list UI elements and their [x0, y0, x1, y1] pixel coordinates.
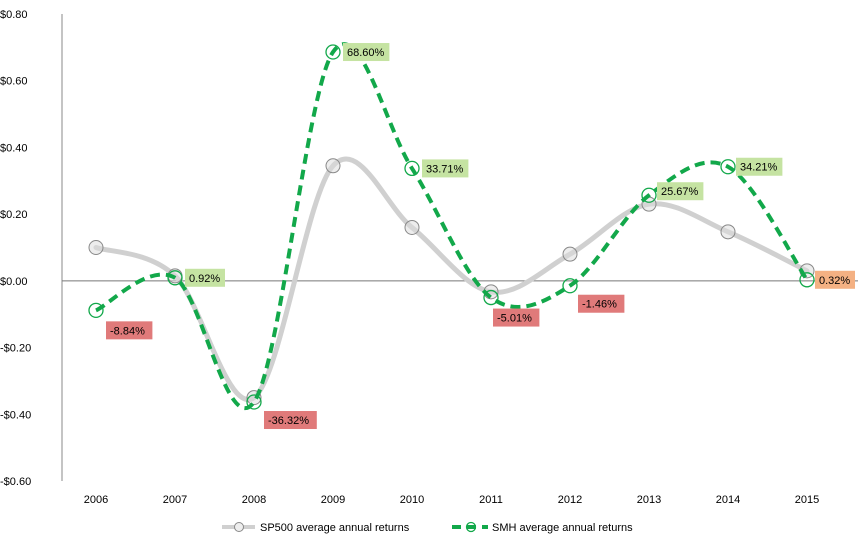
y-tick-label: -$0.40 — [0, 409, 31, 421]
x-tick-label: 2015 — [795, 494, 819, 506]
data-label: -5.01% — [493, 308, 540, 327]
y-tick-label: $0.20 — [0, 209, 28, 221]
x-tick-label: 2009 — [321, 494, 345, 506]
data-label-bg — [736, 157, 783, 176]
y-tick-label: $0.80 — [0, 9, 28, 21]
x-tick-label: 2013 — [637, 494, 661, 506]
smh-marker — [562, 278, 578, 294]
smh-marker — [641, 187, 657, 203]
data-label: 0.32% — [815, 270, 855, 289]
smh-marker — [88, 302, 104, 318]
data-label-bg — [657, 182, 704, 201]
smh-marker — [325, 44, 341, 60]
data-label-text: -36.32% — [268, 415, 309, 427]
sp500-marker — [562, 246, 578, 262]
data-label-text: 0.92% — [189, 273, 220, 285]
sp500-marker — [325, 158, 341, 174]
x-tick-label: 2007 — [163, 494, 187, 506]
data-label-bg — [422, 159, 469, 178]
legend: SP500 average annual returns SMH average … — [222, 521, 633, 534]
x-tick-label: 2008 — [242, 494, 266, 506]
legend-smh-label: SMH average annual returns — [492, 522, 633, 534]
x-tick-label: 2012 — [558, 494, 582, 506]
y-tick-label: $0.00 — [0, 276, 28, 288]
smh-marker — [720, 159, 736, 175]
smh-line — [95, 42, 809, 411]
x-tick-label: 2014 — [716, 494, 740, 506]
data-label: 25.67% — [657, 182, 704, 201]
data-label: -36.32% — [264, 411, 317, 430]
data-label: 0.92% — [185, 268, 225, 287]
data-label-text: -8.84% — [110, 325, 145, 337]
sp500-marker — [404, 219, 420, 235]
data-label-text: 68.60% — [347, 47, 385, 59]
x-tick-label: 2011 — [479, 494, 503, 506]
data-label-bg — [343, 43, 390, 62]
data-label: 33.71% — [422, 159, 469, 178]
data-label-bg — [106, 321, 153, 340]
data-label-bg — [185, 268, 225, 287]
data-label-text: -1.46% — [582, 299, 617, 311]
sp500-marker — [88, 240, 104, 255]
smh-marker — [167, 270, 183, 286]
x-tick-label: 2010 — [400, 494, 424, 506]
data-label-text: 0.32% — [819, 275, 850, 287]
data-label-text: 33.71% — [426, 163, 464, 175]
smh-marker — [799, 272, 815, 288]
smh-marker — [404, 160, 420, 177]
data-label-bg — [578, 294, 625, 313]
data-label: 68.60% — [343, 43, 390, 62]
y-tick-label: -$0.20 — [0, 343, 31, 355]
x-tick-label: 2006 — [84, 494, 108, 506]
smh-marker — [483, 289, 499, 306]
sp500-marker — [720, 224, 736, 240]
data-label-text: 34.21% — [740, 162, 778, 174]
smh-marker — [246, 394, 262, 410]
data-label: -8.84% — [106, 321, 153, 340]
data-label-bg — [264, 411, 317, 430]
data-label: 34.21% — [736, 157, 783, 176]
data-label-text: -5.01% — [497, 313, 532, 325]
y-tick-label: $0.40 — [0, 142, 28, 154]
data-label-bg — [493, 308, 540, 327]
data-label-bg — [815, 270, 855, 289]
y-tick-label: -$0.60 — [0, 476, 31, 488]
legend-sp500-label: SP500 average annual returns — [260, 522, 410, 534]
legend-smh-marker — [465, 521, 477, 533]
data-label: -1.46% — [578, 294, 625, 313]
data-label-text: 25.67% — [661, 186, 699, 198]
y-tick-label: $0.60 — [0, 76, 28, 88]
legend-sp500-marker — [234, 522, 244, 532]
